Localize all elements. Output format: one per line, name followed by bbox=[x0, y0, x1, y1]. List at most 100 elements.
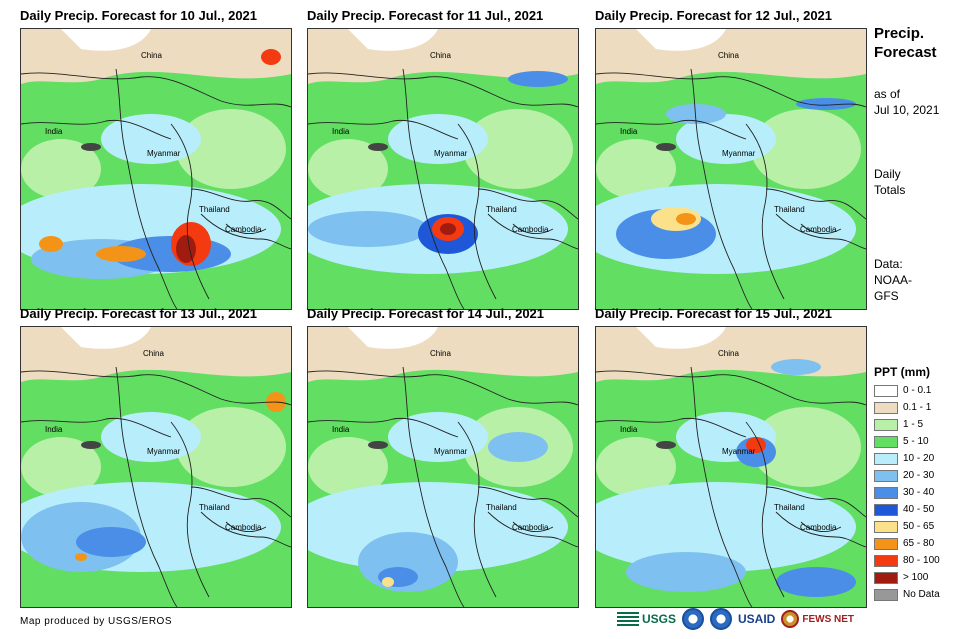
as-of-value: Jul 10, 2021 bbox=[874, 103, 940, 117]
panel-title: Daily Precip. Forecast for 10 Jul., 2021 bbox=[20, 8, 258, 23]
precip-map: China India Myanmar Thailand Cambodia bbox=[20, 326, 292, 608]
legend-label: 10 - 20 bbox=[903, 453, 935, 464]
legend-label: 80 - 100 bbox=[903, 555, 940, 566]
rain-cell bbox=[488, 432, 548, 462]
map-label-thailand: Thailand bbox=[486, 503, 517, 512]
legend-swatch bbox=[874, 435, 898, 448]
country-boundary bbox=[200, 213, 291, 250]
map-label-thailand: Thailand bbox=[774, 503, 805, 512]
map-label-cambodia: Cambodia bbox=[512, 225, 549, 234]
legend-label: 0 - 0.1 bbox=[903, 385, 932, 396]
rain-cell bbox=[261, 49, 281, 65]
map-label-india: India bbox=[332, 425, 350, 434]
precip-map-graphic bbox=[21, 29, 291, 309]
no-rain-region bbox=[636, 327, 726, 349]
rain-cell bbox=[746, 437, 766, 453]
panel-title: Daily Precip. Forecast for 11 Jul., 2021 bbox=[307, 8, 544, 23]
forecast-panel-1: Daily Precip. Forecast for 10 Jul., 2021… bbox=[20, 8, 310, 310]
country-boundary bbox=[21, 119, 172, 140]
light-rain-region bbox=[176, 407, 286, 487]
legend-label: 65 - 80 bbox=[903, 538, 935, 549]
legend-item: 80 - 100 bbox=[874, 552, 940, 569]
country-boundary bbox=[21, 370, 291, 406]
water-body bbox=[368, 143, 388, 151]
map-label-china: China bbox=[718, 349, 739, 358]
legend-item: 40 - 50 bbox=[874, 501, 940, 518]
rain-cell bbox=[75, 553, 87, 561]
country-boundary bbox=[457, 123, 497, 300]
map-label-india: India bbox=[332, 127, 350, 136]
country-boundary bbox=[800, 223, 842, 235]
map-label-china: China bbox=[143, 349, 164, 358]
precip-map: China India Myanmar Thailand Cambodia bbox=[20, 28, 292, 310]
country-boundary bbox=[512, 223, 554, 235]
legend-label: > 100 bbox=[903, 572, 929, 583]
moderate-rain-region bbox=[676, 114, 776, 164]
map-label-myanmar: Myanmar bbox=[434, 447, 468, 456]
legend-label: 0.1 - 1 bbox=[903, 402, 932, 413]
data-source-line2: NOAA- bbox=[874, 273, 913, 287]
water-body bbox=[81, 143, 101, 151]
country-boundary bbox=[477, 188, 578, 220]
country-boundary bbox=[115, 68, 178, 309]
country-boundary bbox=[402, 366, 465, 607]
country-boundary bbox=[115, 366, 178, 607]
country-boundary bbox=[308, 119, 459, 140]
light-rain-region bbox=[21, 139, 101, 199]
legend-swatch bbox=[874, 469, 898, 482]
rain-cell bbox=[508, 71, 568, 87]
as-of-label: as of bbox=[874, 87, 901, 101]
water-body bbox=[656, 143, 676, 151]
rain-cell bbox=[39, 236, 63, 252]
country-boundary bbox=[596, 72, 866, 108]
precip-map-graphic bbox=[596, 327, 866, 607]
legend-item: > 100 bbox=[874, 569, 940, 586]
country-boundary bbox=[512, 521, 554, 533]
map-label-india: India bbox=[45, 127, 63, 136]
fews-net-logo-text: FEWS NET bbox=[802, 613, 855, 625]
legend-swatch bbox=[874, 486, 898, 499]
country-boundary bbox=[690, 366, 753, 607]
rain-cell bbox=[776, 567, 856, 597]
fews-net-logo: FEWS NET bbox=[781, 610, 854, 628]
forecast-panel-5: Daily Precip. Forecast for 14 Jul., 2021… bbox=[307, 306, 597, 608]
totals-note: Daily Totals bbox=[874, 166, 905, 198]
legend-swatch bbox=[874, 384, 898, 397]
country-boundary bbox=[21, 72, 291, 108]
legend-swatch bbox=[874, 554, 898, 567]
moderate-rain-region bbox=[388, 114, 488, 164]
legend: 0 - 0.1 0.1 - 1 1 - 5 5 - 10 10 - 20 20 - 30 3… bbox=[874, 382, 940, 603]
data-source-line1: Data: bbox=[874, 257, 903, 271]
country-boundary bbox=[596, 417, 747, 438]
country-boundary bbox=[477, 486, 578, 518]
legend-item: 1 - 5 bbox=[874, 416, 940, 433]
legend-item: 5 - 10 bbox=[874, 433, 940, 450]
country-boundary bbox=[190, 486, 291, 518]
fews-net-icon bbox=[781, 610, 800, 628]
rain-cell bbox=[76, 527, 146, 557]
no-rain-region bbox=[636, 29, 726, 51]
credit-text: Map produced by USGS/EROS bbox=[20, 616, 173, 627]
rain-cell bbox=[176, 235, 196, 263]
data-source-line3: GFS bbox=[874, 289, 899, 303]
country-boundary bbox=[487, 511, 578, 548]
map-label-thailand: Thailand bbox=[199, 503, 230, 512]
light-rain-region bbox=[21, 437, 101, 497]
light-rain-region bbox=[751, 407, 861, 487]
rain-cell bbox=[796, 98, 856, 110]
rain-cell bbox=[382, 577, 394, 587]
rain-cell bbox=[676, 213, 696, 225]
panel-title: Daily Precip. Forecast for 15 Jul., 2021 bbox=[595, 306, 833, 321]
country-boundary bbox=[800, 521, 842, 533]
country-boundary bbox=[308, 417, 459, 438]
country-boundary bbox=[745, 123, 785, 300]
map-label-myanmar: Myanmar bbox=[722, 447, 756, 456]
forecast-panel-6: Daily Precip. Forecast for 15 Jul., 2021… bbox=[595, 306, 885, 608]
map-label-china: China bbox=[430, 51, 451, 60]
country-boundary bbox=[402, 68, 465, 309]
country-boundary bbox=[308, 370, 578, 406]
country-boundary bbox=[765, 188, 866, 220]
legend-swatch bbox=[874, 588, 898, 601]
precip-map-graphic bbox=[308, 29, 578, 309]
precip-map: China India Myanmar Thailand Cambodia bbox=[307, 326, 579, 608]
